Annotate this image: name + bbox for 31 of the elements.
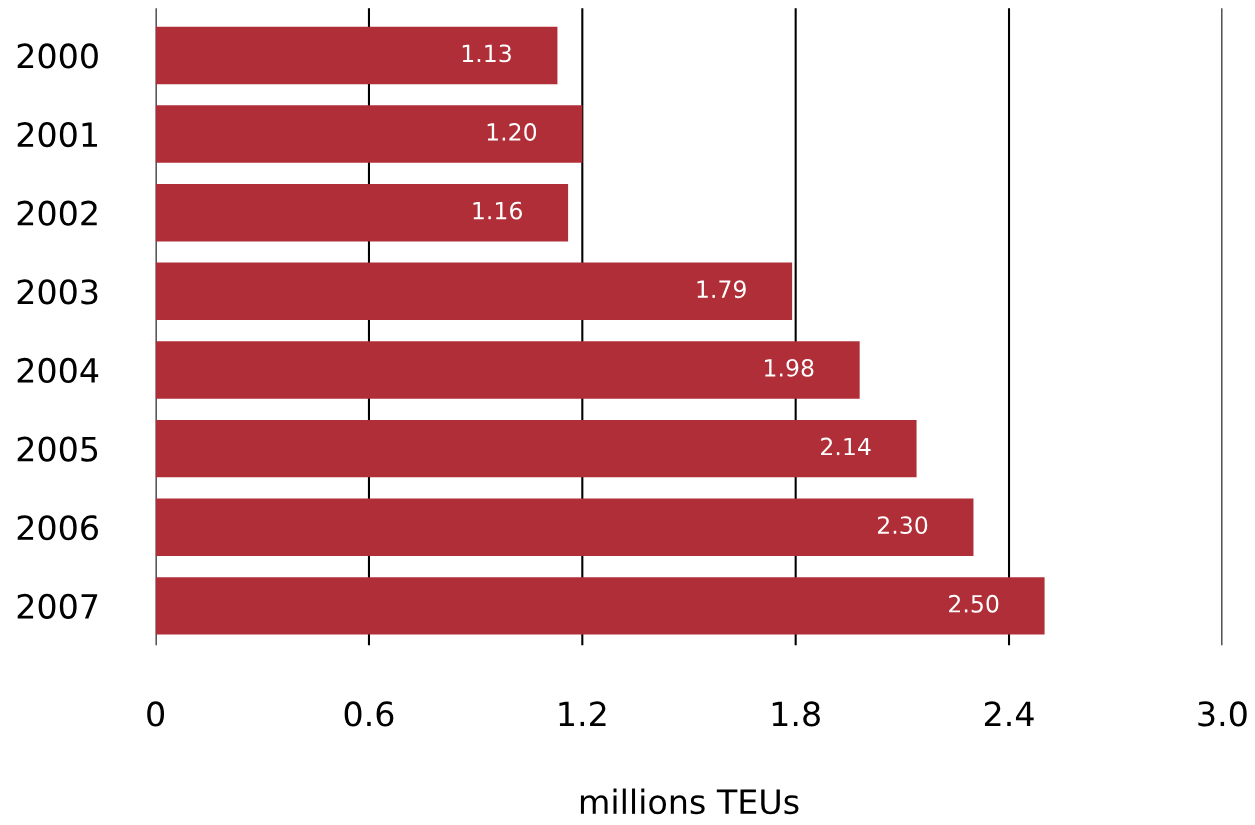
- x-tick-label: 0.6: [344, 701, 394, 727]
- x-tick-label: 0: [147, 701, 165, 727]
- y-tick-label: 2004: [17, 357, 99, 384]
- data-label: 2.30: [877, 516, 928, 535]
- bar: [155, 577, 1045, 635]
- data-label: 2.14: [821, 437, 871, 456]
- y-tick-label: 2003: [17, 279, 98, 305]
- data-label: 2.50: [949, 594, 999, 613]
- x-tick-label: 1.2: [559, 701, 606, 727]
- y-tick-label: 2000: [17, 43, 98, 69]
- x-tick-label: 3.0: [1198, 701, 1247, 727]
- y-tick-label: 2005: [17, 436, 98, 462]
- data-label: 1.20: [487, 123, 537, 141]
- data-label: 1.98: [765, 358, 814, 377]
- x-axis-title: millions TEUs: [580, 788, 799, 815]
- bar: [155, 262, 793, 321]
- bar: [155, 26, 558, 85]
- bar: [155, 183, 569, 242]
- bar: [155, 105, 583, 163]
- data-label: 1.79: [697, 280, 746, 299]
- y-tick-label: 2002: [17, 200, 97, 226]
- bar: [155, 498, 974, 556]
- x-tick-label: 1.8: [772, 701, 820, 727]
- bar: [155, 341, 860, 399]
- data-label: 1.16: [473, 201, 522, 220]
- y-tick-label: 2006: [17, 515, 98, 541]
- x-tick-label: 2.4: [984, 701, 1034, 727]
- bar: [155, 419, 917, 478]
- y-tick-label: 2007: [17, 593, 98, 619]
- y-tick-label: 2001: [17, 121, 97, 148]
- data-label: 1.13: [462, 44, 511, 63]
